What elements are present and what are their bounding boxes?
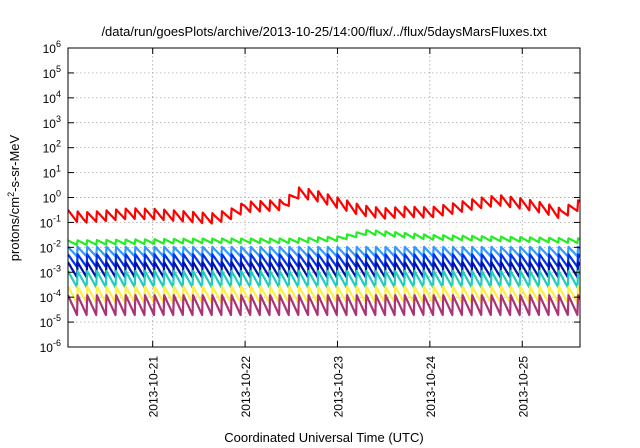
y-tick-exponent: -2 — [53, 238, 61, 248]
y-tick-label: 103 — [43, 114, 61, 131]
y-tick-label: 10-2 — [40, 238, 61, 255]
y-tick-labels: 10-610-510-410-310-210-11001011021031041… — [40, 39, 61, 355]
y-tick-label: 106 — [43, 39, 61, 56]
y-tick-base: 10 — [40, 241, 54, 255]
y-axis-label-sup: 2 — [6, 192, 16, 197]
y-tick-label: 10-1 — [40, 213, 61, 230]
y-tick-exponent: -6 — [53, 338, 61, 348]
y-tick-label: 102 — [43, 139, 61, 156]
y-tick-label: 100 — [43, 189, 61, 206]
x-axis-label: Coordinated Universal Time (UTC) — [224, 430, 423, 445]
y-tick-exponent: 3 — [56, 114, 61, 124]
y-tick-exponent: 5 — [56, 64, 61, 74]
y-tick-exponent: 2 — [56, 139, 61, 149]
y-tick-base: 10 — [43, 192, 57, 206]
y-tick-exponent: 0 — [56, 189, 61, 199]
x-tick-label: 2013-10-24 — [424, 356, 438, 418]
y-tick-label: 10-3 — [40, 263, 61, 280]
y-tick-base: 10 — [40, 216, 54, 230]
y-tick-base: 10 — [43, 167, 57, 181]
y-tick-base: 10 — [43, 92, 57, 106]
y-tick-base: 10 — [43, 67, 57, 81]
y-axis-label: protons/cm2-s-sr-MeV — [6, 134, 22, 261]
series-line-3 — [68, 245, 580, 258]
y-tick-base: 10 — [43, 142, 57, 156]
x-tick-label: 2013-10-22 — [239, 356, 253, 418]
y-tick-label: 104 — [43, 89, 61, 106]
y-tick-label: 10-5 — [40, 313, 61, 330]
series-line-6 — [68, 269, 580, 289]
x-tick-label: 2013-10-23 — [331, 356, 345, 418]
y-tick-exponent: -3 — [53, 263, 61, 273]
y-axis-label-base: protons/cm — [7, 197, 22, 261]
series-layer — [68, 186, 580, 317]
plot-frame — [67, 47, 581, 348]
series-line-8 — [68, 294, 580, 317]
chart-title: /data/run/goesPlots/archive/2013-10-25/1… — [101, 24, 547, 39]
x-tick-labels: 2013-10-21 2013-10-22 2013-10-23 2013-10-24… — [147, 356, 531, 418]
y-tick-exponent: -1 — [53, 213, 61, 223]
y-tick-base: 10 — [40, 316, 54, 330]
series-line-7 — [68, 285, 580, 304]
y-axis-label-rest: -s-sr-MeV — [7, 134, 22, 191]
y-tick-label: 105 — [43, 64, 61, 81]
y-tick-label: 10-4 — [40, 288, 61, 305]
series-line-2 — [68, 229, 580, 247]
y-tick-exponent: 6 — [56, 39, 61, 49]
y-tick-exponent: 4 — [56, 89, 61, 99]
series-line-4 — [68, 253, 580, 269]
series-line-1 — [68, 186, 580, 225]
y-tick-exponent: -4 — [53, 288, 61, 298]
y-tick-base: 10 — [43, 117, 57, 131]
y-tick-label: 10-6 — [40, 338, 61, 355]
y-tick-base: 10 — [40, 266, 54, 280]
y-tick-base: 10 — [40, 291, 54, 305]
y-tick-base: 10 — [40, 341, 54, 355]
x-tick-label: 2013-10-21 — [147, 356, 161, 418]
series-line-5 — [68, 261, 580, 279]
y-tick-exponent: -5 — [53, 313, 61, 323]
y-tick-label: 101 — [43, 164, 61, 181]
y-tick-base: 10 — [43, 42, 57, 56]
y-tick-exponent: 1 — [56, 164, 61, 174]
x-tick-label: 2013-10-25 — [516, 356, 530, 418]
